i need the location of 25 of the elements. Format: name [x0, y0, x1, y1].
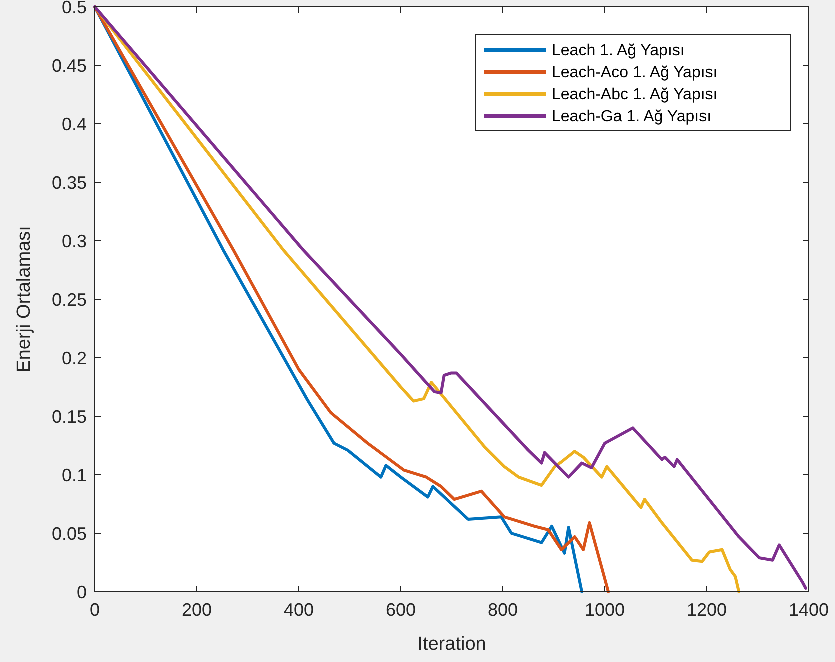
- y-tick-label: 0.15: [52, 406, 87, 427]
- x-tick-label: 0: [90, 600, 100, 620]
- legend-label: Leach-Aco 1. Ağ Yapısı: [552, 64, 718, 82]
- x-tick-label: 600: [386, 600, 416, 620]
- x-tick-label: 400: [284, 600, 314, 620]
- legend-label: Leach-Ga 1. Ağ Yapısı: [552, 108, 712, 126]
- y-tick-label: 0.05: [52, 524, 87, 544]
- y-tick-label: 0.5: [62, 0, 87, 18]
- legend-label: Leach-Abc 1. Ağ Yapısı: [552, 86, 718, 104]
- x-tick-label: 1200: [686, 600, 728, 620]
- y-tick-label: 0.45: [52, 56, 87, 76]
- y-tick-label: 0: [76, 582, 87, 602]
- y-axis-title: Enerji Ortalaması: [14, 226, 35, 373]
- legend-label: Leach 1. Ağ Yapısı: [552, 42, 685, 60]
- x-tick-label: 800: [488, 600, 518, 620]
- x-tick-label: 1400: [788, 600, 830, 620]
- y-tick-label: 0.2: [62, 348, 87, 368]
- y-tick-label: 0.25: [52, 290, 87, 310]
- x-tick-label: 1000: [584, 600, 626, 620]
- y-tick-label: 0.4: [62, 114, 87, 134]
- y-tick-label: 0.1: [62, 465, 87, 486]
- y-tick-label: 0.35: [52, 172, 87, 193]
- y-tick-label: 0.3: [62, 231, 87, 252]
- x-axis-title: Iteration: [418, 634, 486, 655]
- x-tick-label: 200: [182, 600, 212, 620]
